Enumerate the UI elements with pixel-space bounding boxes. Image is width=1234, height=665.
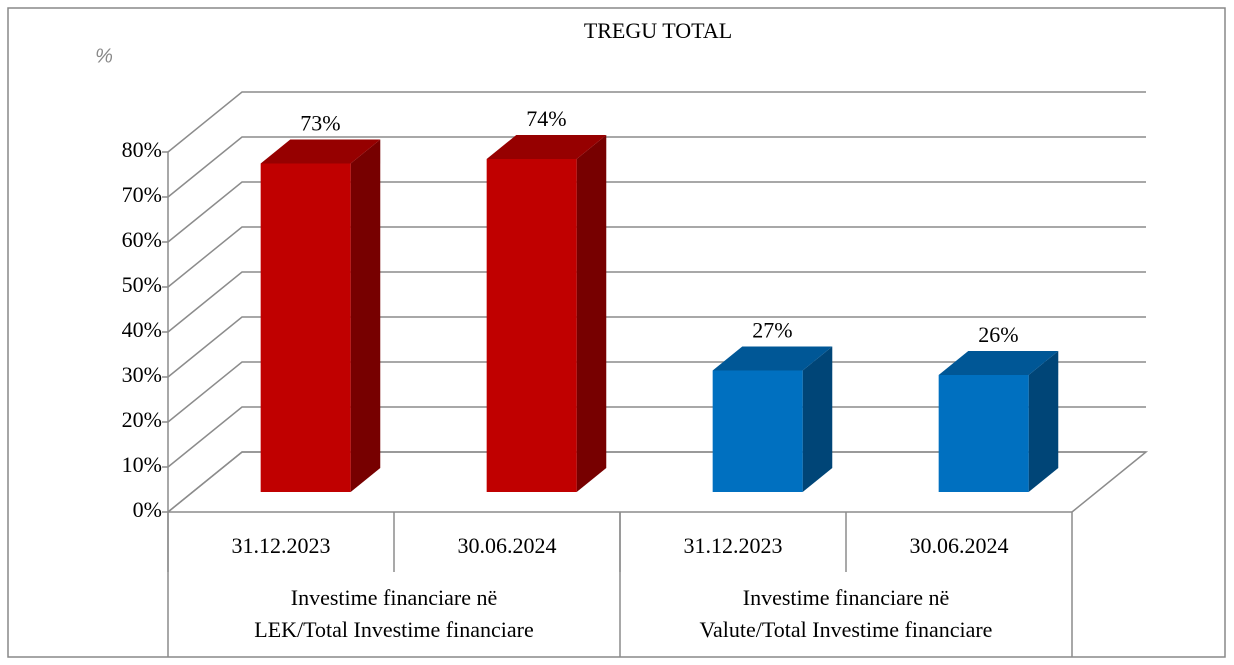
data-label: 27% bbox=[752, 318, 792, 343]
bar-top bbox=[712, 346, 833, 371]
y-tick-label: 30% bbox=[122, 362, 162, 387]
bar bbox=[938, 351, 1059, 492]
group-label: LEK/Total Investime financiare bbox=[254, 617, 533, 642]
group-label: Investime financiare në bbox=[743, 585, 949, 610]
bar-side bbox=[350, 139, 381, 492]
x-tick-label: 31.12.2023 bbox=[684, 533, 783, 558]
bar-side bbox=[1028, 351, 1059, 492]
y-tick-label: 20% bbox=[122, 407, 162, 432]
bar-top bbox=[938, 351, 1059, 375]
bar-front bbox=[260, 163, 351, 492]
y-tick-label: 10% bbox=[122, 452, 162, 477]
grid-line bbox=[167, 136, 1146, 198]
grid-line bbox=[167, 361, 1146, 423]
grid-line bbox=[167, 226, 1146, 288]
bar-front bbox=[712, 370, 803, 492]
data-label: 74% bbox=[526, 106, 566, 131]
grid-line bbox=[167, 271, 1146, 333]
y-tick-label: 50% bbox=[122, 272, 162, 297]
bar-top bbox=[486, 135, 607, 159]
bar-side bbox=[802, 346, 833, 492]
y-tick-label: 40% bbox=[122, 317, 162, 342]
grid-line bbox=[167, 406, 1146, 468]
bar-front bbox=[938, 375, 1029, 492]
data-label: 73% bbox=[300, 111, 340, 136]
data-label: 26% bbox=[978, 322, 1018, 347]
y-axis-label: % bbox=[95, 45, 113, 67]
grid-line bbox=[167, 181, 1146, 243]
grid-line bbox=[167, 91, 1146, 153]
y-tick-label: 70% bbox=[122, 182, 162, 207]
bar-front bbox=[486, 159, 577, 492]
y-tick-label: 0% bbox=[133, 497, 162, 522]
group-label: Valute/Total Investime financiare bbox=[700, 617, 993, 642]
bar-side bbox=[576, 135, 607, 492]
chart-frame bbox=[7, 7, 1226, 658]
grid-line bbox=[167, 316, 1146, 378]
group-label: Investime financiare në bbox=[291, 585, 497, 610]
x-tick-label: 30.06.2024 bbox=[458, 533, 557, 558]
chart-title: TREGU TOTAL bbox=[584, 18, 732, 43]
bar bbox=[486, 135, 607, 492]
grid-line bbox=[167, 451, 1146, 513]
x-tick-label: 30.06.2024 bbox=[910, 533, 1009, 558]
bar bbox=[260, 139, 381, 492]
y-tick-label: 60% bbox=[122, 227, 162, 252]
bar bbox=[712, 346, 833, 492]
x-tick-label: 31.12.2023 bbox=[232, 533, 331, 558]
y-tick-label: 80% bbox=[122, 137, 162, 162]
bar-top bbox=[260, 139, 381, 164]
